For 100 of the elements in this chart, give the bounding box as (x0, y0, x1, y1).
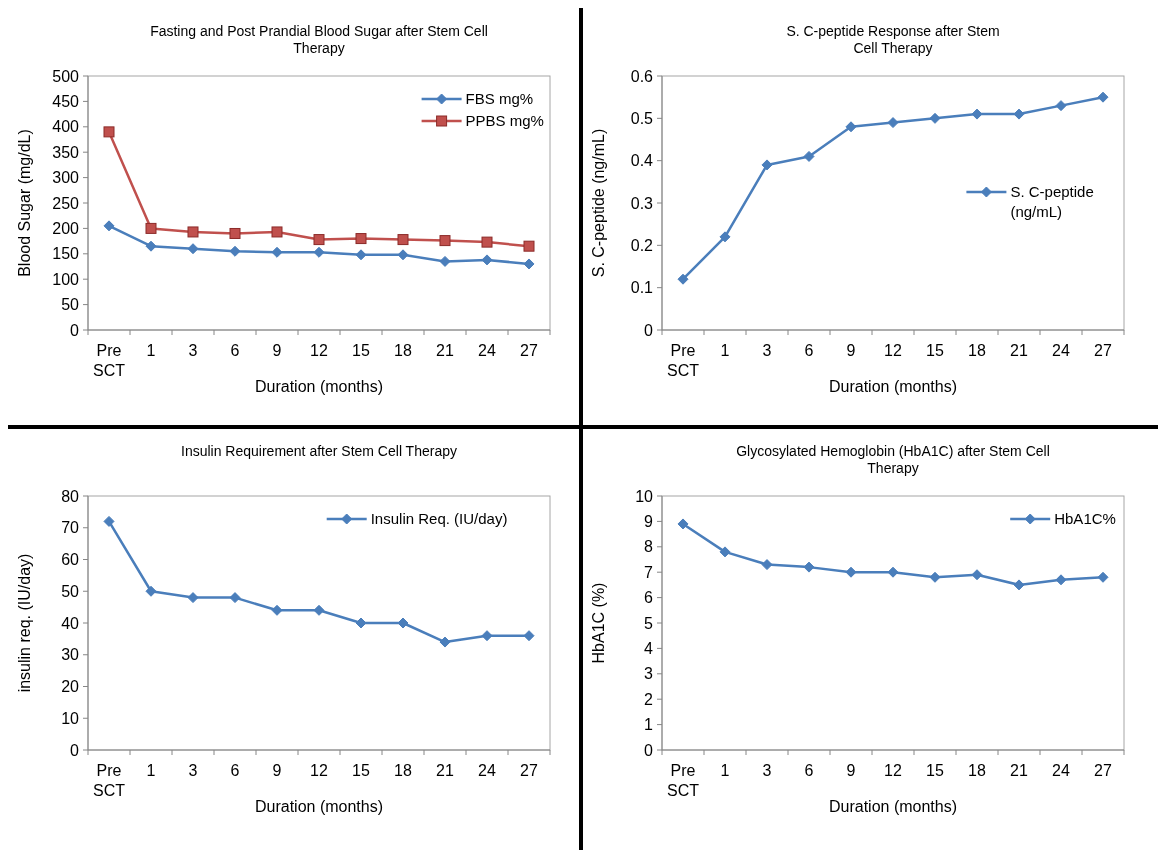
point (523, 258, 535, 270)
point (229, 227, 241, 239)
legend-label: Insulin Req. (IU/day) (370, 510, 508, 527)
x-tick-label: 9 (846, 762, 856, 779)
point (929, 571, 941, 583)
x-tick-label: 1 (146, 762, 156, 779)
y-tick-label: 70 (61, 519, 80, 537)
x-tick-label: 21 (436, 342, 454, 359)
x-tick-label: Pre SCT (667, 762, 700, 799)
x-tick-label: 24 (1052, 342, 1070, 359)
chart-title: S. C-peptide Response after Stem Cell Therapy (786, 23, 1000, 56)
point (719, 231, 731, 243)
y-tick-label: 5 (644, 614, 654, 632)
point (229, 592, 241, 604)
x-tick-label: 15 (352, 762, 370, 779)
point (1055, 574, 1067, 586)
point (719, 546, 731, 558)
x-tick-label: 6 (804, 762, 814, 779)
chart-title: Glycosylated Hemoglobin (HbA1C) after Stem Cell Therapy (736, 443, 1050, 476)
x-tick-label: 24 (478, 342, 496, 359)
x-tick-label: 27 (1094, 342, 1112, 359)
y-tick-label: 80 (61, 487, 80, 505)
y-tick-label: 4 (644, 640, 654, 657)
legend-label: FBS mg% (465, 90, 534, 107)
x-tick-label: 12 (884, 342, 902, 359)
y-tick-label: 0 (644, 321, 654, 339)
x-tick-label: 18 (394, 762, 412, 779)
point (103, 515, 115, 527)
point (271, 246, 283, 258)
y-tick-label: 150 (52, 245, 80, 263)
point (761, 159, 773, 171)
point (1013, 108, 1025, 120)
y-axis-title: HbA1C (%) (590, 582, 607, 664)
point (439, 235, 451, 247)
point (971, 108, 983, 120)
y-tick-label: 1 (644, 716, 654, 734)
y-tick-label: 0.2 (630, 236, 654, 254)
x-tick-label: 9 (272, 762, 282, 779)
y-tick-label: 0.1 (630, 279, 654, 297)
point (187, 243, 199, 255)
chart-title: Fasting and Post Prandial Blood Sugar after Stem Cell Therapy (150, 23, 488, 56)
point (1055, 100, 1067, 112)
x-axis-title: Duration (months) (828, 798, 958, 815)
y-tick-label: 0.5 (630, 109, 654, 127)
y-tick-label: 60 (61, 551, 80, 569)
y-tick-label: 7 (644, 563, 654, 581)
point (355, 233, 367, 245)
x-tick-label: 18 (394, 342, 412, 359)
x-axis-title: Duration (months) (254, 378, 384, 395)
chart-title: Insulin Requirement after Stem Cell Therapy (181, 443, 457, 459)
y-tick-label: 50 (61, 582, 80, 600)
y-axis-title: Blood Sugar (mg/dL) (16, 129, 33, 277)
point (397, 234, 409, 246)
point (971, 569, 983, 581)
point (439, 255, 451, 267)
point (229, 245, 241, 257)
point (803, 150, 815, 162)
y-tick-label: 8 (644, 538, 654, 556)
x-tick-label: 12 (310, 342, 328, 359)
point (845, 566, 857, 578)
point (1013, 579, 1025, 591)
point (523, 630, 535, 642)
legend-label: PPBS mg% (465, 112, 544, 129)
y-tick-label: 9 (644, 513, 654, 530)
x-tick-label: 21 (1010, 342, 1028, 359)
point (887, 566, 899, 578)
x-tick-label: 3 (188, 342, 198, 359)
y-tick-label: 50 (61, 296, 80, 314)
y-tick-label: 100 (52, 270, 80, 288)
point (677, 273, 689, 285)
point (803, 561, 815, 573)
x-tick-label: 24 (478, 762, 496, 779)
x-tick-label: 3 (188, 762, 198, 779)
x-tick-label: 15 (926, 342, 944, 359)
y-tick-label: 0 (70, 321, 80, 339)
point (523, 240, 535, 252)
x-tick-label: 1 (720, 342, 730, 359)
point (761, 559, 773, 571)
point (103, 220, 115, 232)
y-tick-label: 0.3 (630, 194, 654, 212)
point (1097, 571, 1109, 583)
point (145, 240, 157, 252)
x-tick-label: 27 (1094, 762, 1112, 779)
point (187, 226, 199, 238)
y-tick-label: 250 (52, 194, 80, 212)
point (481, 254, 493, 266)
point (677, 518, 689, 530)
x-tick-label: 15 (352, 342, 370, 359)
y-tick-label: 6 (644, 589, 654, 607)
y-axis-title: insulin req. (IU/day) (16, 553, 33, 693)
x-tick-label: 9 (846, 342, 856, 359)
x-tick-label: 21 (1010, 762, 1028, 779)
x-tick-label: 6 (230, 762, 240, 779)
x-tick-label: 12 (310, 762, 328, 779)
x-tick-label: 1 (146, 342, 156, 359)
y-tick-label: 20 (61, 678, 80, 696)
y-tick-label: 0 (70, 741, 80, 759)
y-tick-label: 400 (52, 118, 80, 136)
y-tick-label: 30 (61, 646, 80, 664)
y-tick-label: 350 (52, 143, 80, 161)
